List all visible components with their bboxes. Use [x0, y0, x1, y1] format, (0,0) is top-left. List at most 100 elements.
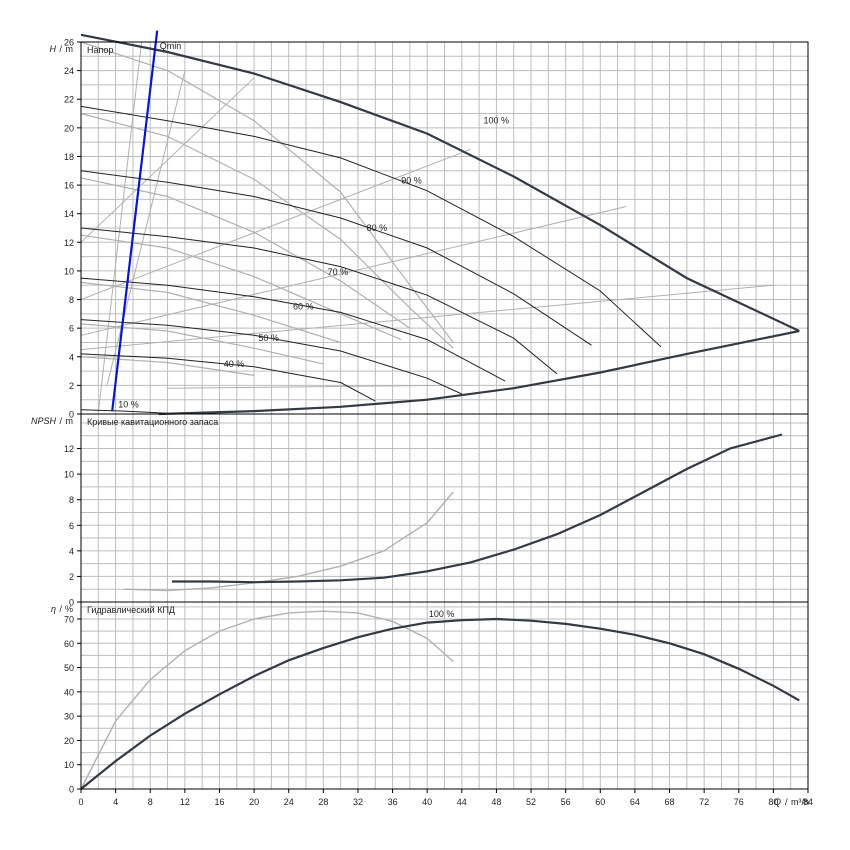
background-pump-curve	[80, 112, 454, 349]
curve-label: 80 %	[367, 223, 388, 233]
x-tick-label: 64	[630, 797, 640, 807]
x-axis-separator: /	[785, 797, 788, 807]
x-tick-label: 20	[249, 797, 259, 807]
efficiency-axis-symbol: η	[51, 604, 56, 614]
x-tick-label: 76	[734, 797, 744, 807]
y-tick-label: 70	[64, 615, 74, 625]
y-tick-label: 2	[69, 381, 74, 391]
pump-curve	[80, 353, 376, 402]
x-axis-symbol: Q	[774, 797, 781, 807]
npsh-axis-unit: m	[66, 416, 74, 426]
x-tick-label: 56	[561, 797, 571, 807]
head-axis-separator: /	[59, 44, 62, 54]
pump-curve	[80, 319, 463, 395]
head-panel-title: Напор	[87, 45, 113, 55]
y-tick-label: 40	[64, 687, 74, 697]
y-tick-label: 8	[69, 495, 74, 505]
y-tick-label: 30	[64, 712, 74, 722]
x-tick-label: 0	[78, 797, 83, 807]
npsh-panel: 0 2 4 6 8 10 12 NPSH / m Кривые кавитационного…	[31, 413, 809, 608]
curve-label: 40 %	[224, 359, 245, 369]
y-tick-label: 10	[64, 266, 74, 276]
y-tick-label: 12	[64, 238, 74, 248]
y-tick-label: 0	[69, 598, 74, 608]
efficiency-y-ticks: 0 10 20 30 40 50 60 70	[64, 615, 81, 795]
efficiency-plot-frame	[80, 601, 809, 790]
npsh-curves	[171, 433, 783, 584]
x-axis-unit: m³/h	[791, 797, 809, 807]
data-series-line	[80, 617, 800, 790]
y-tick-label: 2	[69, 572, 74, 582]
y-tick-label: 6	[69, 521, 74, 531]
curve-label: 90 %	[401, 176, 422, 186]
y-tick-label: 8	[69, 295, 74, 305]
background-line	[80, 284, 774, 351]
y-tick-label: 12	[64, 444, 74, 454]
x-tick-label: 32	[353, 797, 363, 807]
npsh-panel-title: Кривые кавитационного запаса	[87, 417, 218, 427]
y-tick-label: 60	[64, 639, 74, 649]
curve-label: 10 %	[118, 400, 139, 410]
head-panel: 100 % 90 % 80 % 70 % 60 % 50 % 40 % 10 % Qmin 0 2…	[50, 30, 809, 420]
background-pump-curve	[80, 234, 402, 341]
npsh-y-ticks: 0 2 4 6 8 10 12	[64, 444, 81, 608]
efficiency-axis-separator: /	[59, 604, 62, 614]
x-tick-label: 28	[318, 797, 328, 807]
efficiency-grid	[80, 602, 809, 789]
x-tick-label: 80	[768, 797, 778, 807]
x-tick-label: 44	[457, 797, 467, 807]
x-tick-label: 40	[422, 797, 432, 807]
npsh-background-curves	[124, 491, 454, 592]
pump-curve	[80, 105, 662, 348]
x-tick-label: 12	[180, 797, 190, 807]
qmin-line	[111, 30, 159, 412]
pump-curve	[80, 33, 800, 332]
npsh-axis-separator: /	[59, 416, 62, 426]
x-ticks: 0 4 8 12 16 20 24 28 32 36 40 44 48 52 56 60 64 68 72 76 80 8…	[78, 789, 813, 807]
curve-label: 50 %	[258, 333, 279, 343]
y-tick-label: 14	[64, 209, 74, 219]
head-grid	[80, 42, 809, 414]
y-tick-label: 24	[64, 66, 74, 76]
efficiency-panel-title: Гидравлический КПД	[87, 605, 175, 615]
y-tick-label: 22	[64, 95, 74, 105]
x-tick-label: 16	[214, 797, 224, 807]
head-axis-unit: m	[66, 44, 74, 54]
x-tick-label: 24	[284, 797, 294, 807]
y-tick-label: 18	[64, 152, 74, 162]
curve-label: 100 %	[429, 609, 455, 619]
y-tick-label: 16	[64, 181, 74, 191]
background-pump-curve	[80, 323, 324, 365]
y-tick-label: 10	[64, 470, 74, 480]
head-curves: 100 % 90 % 80 % 70 % 60 % 50 % 40 % 10 % Qmin	[80, 30, 800, 416]
x-tick-label: 48	[491, 797, 501, 807]
y-tick-label: 20	[64, 736, 74, 746]
y-tick-label: 20	[64, 123, 74, 133]
curve-label: 70 %	[328, 267, 349, 277]
y-tick-label: 4	[69, 546, 74, 556]
curve-label: 100 %	[483, 116, 509, 126]
x-tick-label: 4	[113, 797, 118, 807]
y-tick-label: 26	[64, 38, 74, 48]
y-tick-label: 10	[64, 760, 74, 770]
y-tick-label: 0	[69, 410, 74, 420]
y-tick-label: 4	[69, 352, 74, 362]
y-tick-label: 6	[69, 324, 74, 334]
x-tick-label: 84	[803, 797, 813, 807]
background-line	[167, 384, 445, 389]
data-series-line	[171, 433, 783, 584]
y-tick-label: 0	[69, 785, 74, 795]
background-curve	[80, 610, 454, 790]
npsh-axis-symbol: NPSH	[31, 416, 57, 426]
x-tick-label: 52	[526, 797, 536, 807]
background-pump-curve	[80, 356, 255, 376]
pump-curve	[80, 409, 168, 414]
background-line	[80, 77, 255, 243]
efficiency-axis-unit: %	[65, 604, 73, 614]
background-line	[80, 148, 471, 300]
curve-label: 60 %	[293, 302, 314, 312]
x-tick-label: 8	[148, 797, 153, 807]
